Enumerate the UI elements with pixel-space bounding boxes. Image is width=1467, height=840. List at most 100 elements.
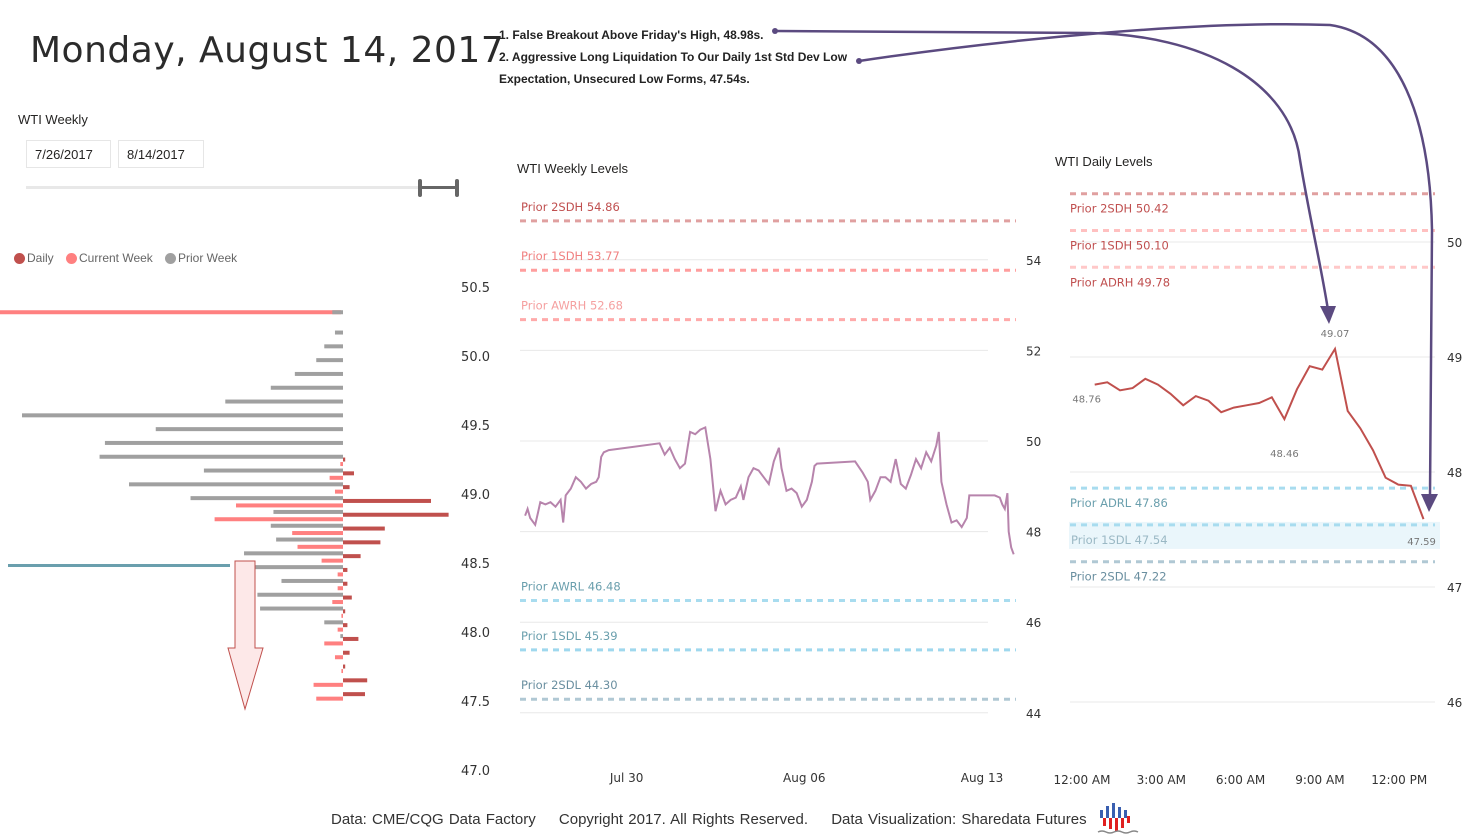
bar-current-week (236, 503, 343, 508)
y-tick-label: 50 (1026, 435, 1041, 449)
bar-current-week (321, 558, 343, 563)
y-tick-label: 48 (1447, 466, 1462, 480)
bar-current-week (334, 489, 343, 494)
footer-copyright: Copyright 2017. All Rights Reserved. (558, 811, 809, 828)
bar-daily (343, 567, 348, 572)
x-tick-label: 6:00 AM (1216, 773, 1265, 787)
slider-start-handle[interactable] (418, 179, 422, 197)
bar-current-week (0, 310, 342, 315)
x-tick-label: 3:00 AM (1137, 773, 1186, 787)
y-tick-label: 44 (1026, 707, 1041, 721)
legend-label: Prior Week (178, 251, 238, 265)
bar-prior-week (260, 606, 343, 611)
y-tick-label: 46 (1026, 616, 1041, 630)
data-label: 48.46 (1270, 449, 1299, 460)
bar-current-week (329, 475, 343, 480)
footer-data-source: Data: CME/CQG Data Factory (331, 811, 536, 828)
bar-prior-week (257, 592, 343, 597)
legend-item-current-week[interactable]: Current Week (66, 251, 153, 265)
legend-dot-icon (66, 252, 77, 264)
bar-prior-week (252, 565, 343, 570)
bar-daily (343, 512, 449, 517)
weekly-chart-title: WTI Weekly Levels (517, 161, 629, 176)
bar-current-week (337, 572, 343, 577)
start-date-input[interactable]: 7/26/2017 (26, 140, 111, 168)
level-label: Prior 1SDL 47.54 (1071, 533, 1168, 547)
bar-prior-week (276, 537, 343, 542)
x-tick-label: Aug 13 (961, 771, 1004, 785)
date-range-slider-track[interactable] (26, 186, 458, 189)
price-line (524, 425, 1015, 555)
legend-item-prior-week[interactable]: Prior Week (165, 251, 237, 265)
bar-current-week (340, 462, 343, 467)
bar-current-week (214, 517, 343, 522)
bar-current-week (341, 669, 343, 674)
note-2-continued: Expectation, Unsecured Low Forms, 47.54s… (499, 72, 750, 86)
level-label: Prior ADRH 49.78 (1070, 275, 1170, 289)
legend-dot-icon (14, 252, 25, 264)
bar-prior-week (281, 578, 343, 583)
x-tick-label: Aug 06 (783, 771, 826, 785)
x-tick-label: 12:00 PM (1371, 773, 1427, 787)
bar-daily (343, 554, 361, 559)
level-label: Prior 2SDH 50.42 (1070, 202, 1169, 216)
annotation-notes: 1. False Breakout Above Friday's High, 4… (499, 24, 847, 90)
bar-daily (343, 471, 354, 476)
y-tick-label: 50.5 (461, 281, 490, 296)
volume-profile-chart: 50.5 50.0 49.5 49.0 48.5 48.0 47.5 47.0 (0, 281, 490, 779)
bar-current-week (332, 600, 343, 605)
y-tick-label: 47.0 (461, 764, 490, 779)
daily-chart-title: WTI Daily Levels (1055, 154, 1153, 169)
note-2: 2. Aggressive Long Liquidation To Our Da… (499, 50, 848, 64)
bar-daily (343, 650, 350, 655)
y-tick-label: 49.0 (461, 488, 490, 503)
bar-prior-week (294, 371, 343, 376)
y-tick-label: 47.5 (461, 695, 490, 710)
price-line (1094, 346, 1425, 520)
bar-prior-week (334, 330, 343, 335)
date-range-slider-selection[interactable] (420, 186, 458, 189)
slider-end-handle[interactable] (455, 179, 459, 197)
note-1: 1. False Breakout Above Friday's High, 4… (499, 28, 764, 42)
annotation-arrow-2 (858, 22, 1434, 496)
legend-dot-icon (165, 252, 176, 264)
bar-prior-week (203, 468, 343, 473)
bar-prior-week (316, 358, 343, 363)
bar-daily (343, 581, 348, 586)
page-title: Monday, August 14, 2017 (30, 30, 505, 71)
bar-prior-week (244, 551, 343, 556)
level-label: Prior 1SDH 53.77 (521, 249, 620, 263)
bar-prior-week (190, 496, 343, 501)
bar-current-week (337, 627, 343, 632)
level-label: Prior AWRH 52.68 (521, 299, 623, 313)
footer: Data: CME/CQG Data Factory Copyright 201… (331, 811, 1105, 828)
bar-daily (343, 457, 346, 462)
y-tick-label: 54 (1026, 254, 1041, 268)
footer-visualization-credit: Data Visualization: Sharedata Futures (831, 811, 1087, 828)
end-date-input[interactable]: 8/14/2017 (118, 140, 204, 168)
legend-label: Daily (27, 251, 54, 265)
sharedata-logo-icon (1097, 803, 1139, 834)
y-tick-label: 46 (1447, 696, 1462, 710)
bar-prior-week (324, 344, 343, 349)
annotation-arrows (772, 22, 1438, 512)
x-tick-label: 12:00 AM (1054, 773, 1111, 787)
bar-daily (343, 692, 365, 697)
bar-daily (343, 664, 346, 669)
level-label: Prior ADRL 47.86 (1070, 496, 1168, 510)
bar-current-week (324, 641, 343, 646)
bar-daily (343, 595, 352, 600)
y-tick-label: 50.0 (461, 350, 490, 365)
bar-daily (343, 540, 381, 545)
down-arrow-icon (227, 560, 264, 711)
y-tick-label: 50 (1447, 236, 1462, 250)
legend-item-daily[interactable]: Daily (14, 251, 54, 265)
y-tick-label: 49 (1447, 351, 1462, 365)
bar-prior-week (129, 482, 343, 487)
level-label: Prior 1SDH 50.10 (1070, 239, 1169, 253)
bar-current-week (334, 655, 343, 660)
data-label: 47.59 (1407, 537, 1436, 548)
bar-prior-week (225, 399, 343, 404)
bar-daily (343, 609, 346, 614)
